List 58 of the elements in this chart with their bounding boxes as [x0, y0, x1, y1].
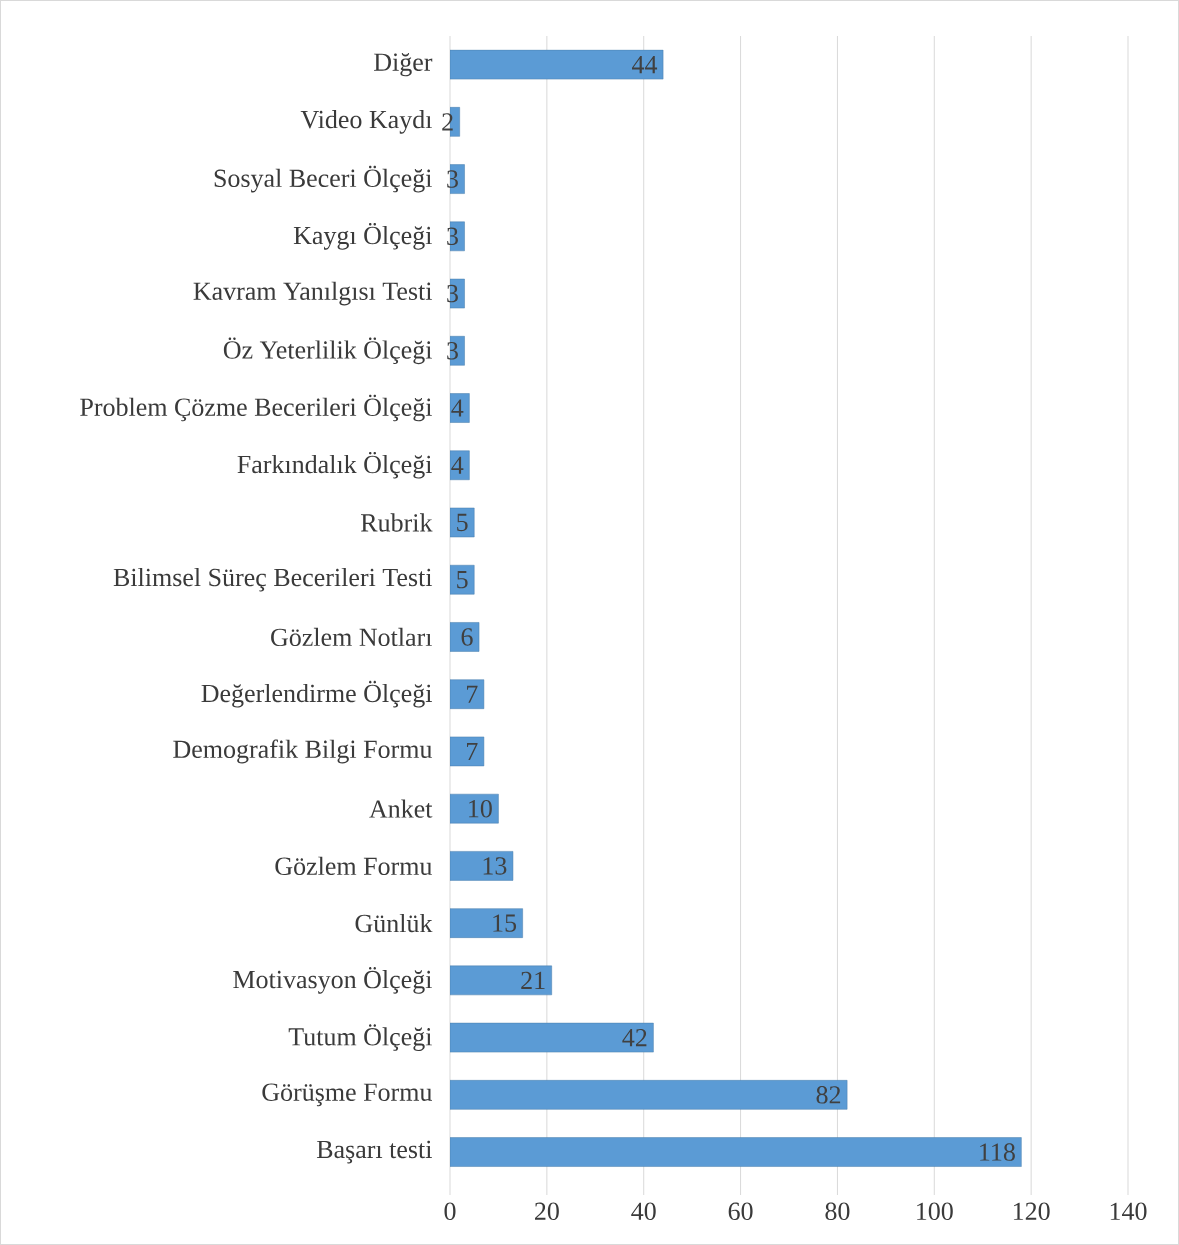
bar — [450, 679, 485, 709]
data-label: 7 — [467, 685, 478, 703]
x-tick-label: 60 — [728, 1202, 753, 1221]
y-tick-label: Rubrik — [361, 513, 433, 532]
x-tick-label: 80 — [825, 1202, 850, 1221]
y-tick-label: Kaygı Ölçeği — [293, 222, 432, 250]
bar — [450, 1137, 1022, 1167]
bar — [450, 564, 475, 595]
bar — [450, 1080, 848, 1110]
data-label: 10 — [469, 799, 492, 818]
y-tick-label: Motivasyon Ölçeği — [233, 967, 432, 994]
bar — [450, 851, 514, 881]
bar — [450, 49, 664, 80]
y-tick-label: Sosyal Beceri Ölçeği — [214, 165, 432, 193]
x-tick-label: 0 — [444, 1202, 456, 1221]
bar — [450, 507, 475, 538]
bar — [450, 393, 470, 423]
x-tick-label: 100 — [917, 1202, 953, 1221]
y-tick-label: Görüşme Formu — [262, 1083, 432, 1107]
y-tick-label: Günlük — [355, 913, 433, 933]
y-tick-label: Diğer — [374, 52, 433, 77]
y-tick-label: Gözlem Notları — [271, 627, 432, 647]
x-tick-label: 20 — [535, 1202, 559, 1221]
bar — [450, 450, 470, 481]
y-tick-label: Gözlem Formu — [275, 856, 433, 876]
data-label: 6 — [461, 628, 473, 646]
bar — [450, 736, 485, 767]
y-tick-label: Kavram Yanılgısı Testi — [193, 281, 433, 306]
bar — [450, 965, 552, 996]
bar — [450, 1022, 654, 1053]
x-tick-label: 120 — [1013, 1202, 1050, 1221]
data-label: 82 — [816, 1086, 841, 1104]
y-tick-label: Demografik Bilgi Formu — [173, 739, 433, 764]
bar — [450, 793, 499, 824]
data-label: 5 — [457, 513, 468, 532]
data-label: 4 — [451, 399, 464, 417]
y-tick-label: Bilimsel Süreç Becerileri Testi — [113, 567, 433, 592]
x-tick-label: 140 — [1110, 1202, 1147, 1221]
y-tick-label: Öz Yeterlilik Ölçeği — [223, 337, 432, 365]
data-label: 5 — [457, 571, 468, 589]
y-tick-label: Problem Çözme Becerileri Ölçeği — [80, 394, 432, 422]
y-tick-label: Değerlendirme Ölçeği — [201, 680, 432, 708]
data-label: 44 — [632, 56, 658, 74]
y-tick-label: Tutum Ölçeği — [288, 1024, 432, 1051]
bar — [450, 908, 523, 938]
y-tick-label: Farkındalık Ölçeği — [237, 451, 432, 479]
y-tick-label: Başarı testi — [316, 1140, 432, 1164]
data-label: 7 — [467, 742, 478, 760]
data-label: 15 — [493, 914, 517, 932]
data-label: 42 — [622, 1028, 647, 1047]
data-label: 4 — [451, 456, 464, 474]
data-label: 21 — [521, 971, 545, 989]
y-tick-label: Anket — [369, 799, 433, 818]
x-tick-label: 40 — [631, 1202, 656, 1221]
bar — [450, 622, 480, 652]
data-label: 118 — [980, 1143, 1015, 1161]
y-tick-label: Video Kaydı — [300, 110, 432, 134]
data-label: 13 — [483, 857, 507, 875]
